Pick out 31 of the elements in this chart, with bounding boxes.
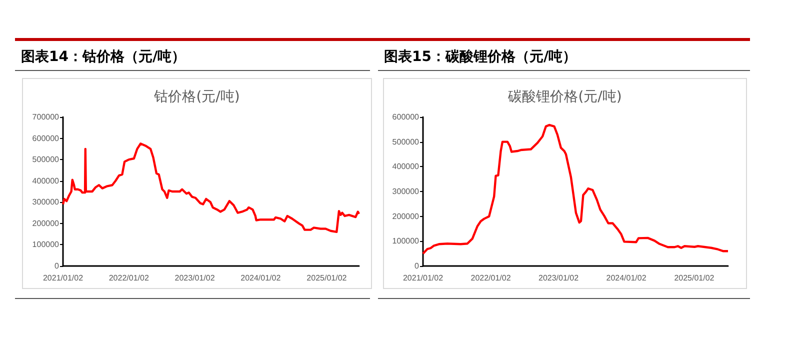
- x-tick-label: 2025/01/02: [306, 274, 348, 282]
- y-tick-label: 200000: [392, 212, 420, 221]
- chart-title: 图表14：钴价格（元/吨）: [15, 44, 370, 71]
- y-tick-label: 0: [54, 262, 60, 270]
- x-tick-label: 2022/01/02: [470, 274, 512, 282]
- y-tick-label: 300000: [32, 198, 60, 207]
- y-tick-label: 700000: [32, 112, 60, 122]
- y-tick-label: 500000: [392, 137, 420, 146]
- y-tick-label: 300000: [392, 187, 420, 196]
- x-tick-label: 2023/01/02: [538, 274, 580, 282]
- line-series: [422, 124, 730, 255]
- chart-subtitle: 碳酸锂价格(元/吨): [507, 89, 622, 105]
- y-tick-label: 400000: [392, 162, 420, 172]
- chart-subtitle: 钴价格(元/吨): [153, 89, 240, 105]
- chart-title: 图表15：碳酸锂价格（元/吨）: [378, 44, 750, 71]
- x-tick-label: 2024/01/02: [240, 274, 282, 282]
- x-tick-label: 2023/01/02: [174, 274, 216, 282]
- x-tick-label: 2022/01/02: [108, 274, 150, 282]
- x-tick-label: 2024/01/02: [606, 274, 647, 282]
- y-tick-label: 600000: [32, 134, 60, 143]
- x-tick-label: 2021/01/02: [42, 274, 84, 282]
- y-tick-label: 200000: [32, 218, 60, 228]
- y-tick-label: 500000: [32, 155, 60, 164]
- x-tick-label: 2025/01/02: [674, 274, 715, 282]
- y-tick-label: 400000: [32, 176, 60, 186]
- y-tick-label: 100000: [392, 236, 420, 246]
- y-tick-label: 100000: [32, 240, 60, 250]
- y-tick-label: 600000: [392, 112, 420, 122]
- x-tick-label: 2021/01/02: [402, 274, 444, 282]
- line-series: [62, 142, 360, 234]
- y-tick-label: 0: [414, 262, 420, 270]
